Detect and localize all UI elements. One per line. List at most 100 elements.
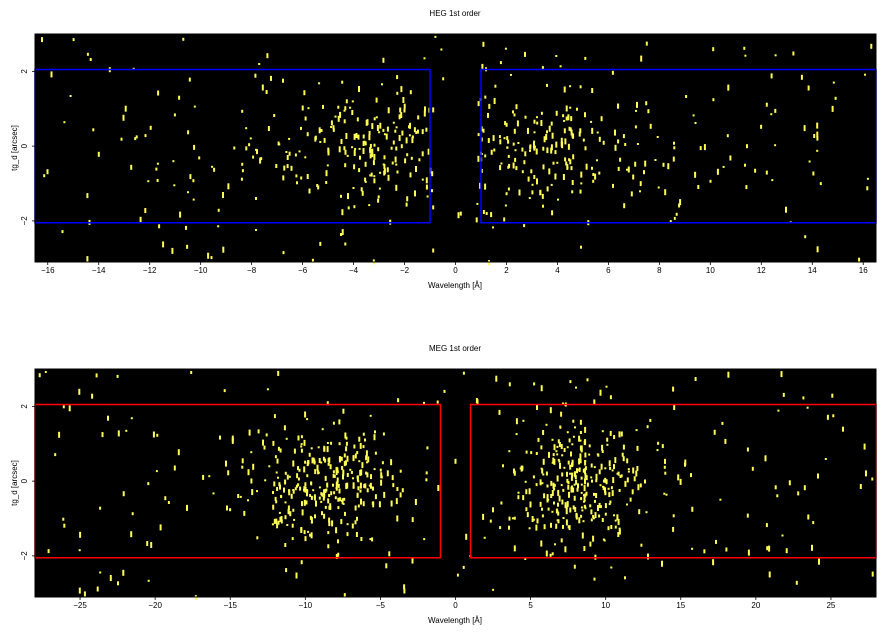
- event-point: [399, 469, 402, 473]
- event-point: [303, 90, 306, 96]
- event-point: [633, 476, 636, 482]
- event-point: [272, 491, 274, 494]
- event-point: [609, 500, 612, 504]
- event-point: [601, 430, 604, 433]
- event-point: [122, 114, 125, 121]
- event-point: [378, 501, 381, 508]
- event-point: [370, 486, 373, 489]
- event-point: [863, 443, 866, 450]
- event-point: [580, 506, 583, 509]
- event-point: [569, 472, 572, 475]
- event-point: [353, 444, 356, 449]
- event-point: [831, 105, 834, 112]
- event-point: [231, 437, 234, 444]
- event-point: [292, 508, 295, 512]
- meg-title: MEG 1st order: [429, 344, 481, 353]
- event-point: [186, 244, 189, 249]
- event-point: [684, 459, 687, 466]
- event-point: [122, 491, 125, 497]
- event-point: [866, 177, 869, 180]
- event-point: [327, 498, 330, 504]
- event-point: [251, 489, 254, 496]
- event-point: [172, 160, 175, 163]
- event-point: [511, 517, 514, 520]
- event-point: [551, 461, 554, 464]
- event-point: [229, 508, 232, 512]
- event-point: [304, 116, 307, 121]
- event-point: [194, 595, 197, 601]
- event-point: [498, 409, 501, 415]
- event-point: [506, 146, 509, 149]
- event-point: [318, 496, 321, 500]
- event-point: [488, 260, 490, 266]
- event-point: [619, 157, 622, 162]
- event-point: [147, 180, 150, 183]
- x-tick-label: 16: [859, 266, 868, 275]
- event-point: [510, 73, 512, 76]
- event-point: [559, 426, 562, 429]
- event-point: [721, 421, 724, 425]
- event-point: [208, 475, 211, 478]
- event-point: [403, 588, 406, 594]
- event-point: [373, 178, 376, 184]
- event-point: [746, 144, 748, 149]
- event-point: [297, 483, 300, 487]
- event-point: [377, 198, 380, 203]
- event-point: [273, 114, 276, 117]
- event-point: [569, 464, 572, 470]
- event-point: [656, 449, 659, 452]
- event-point: [313, 458, 316, 461]
- event-point: [343, 119, 346, 124]
- event-point: [217, 208, 220, 212]
- event-point: [579, 431, 582, 434]
- event-point: [771, 179, 774, 182]
- event-point: [540, 111, 543, 115]
- y-tick-label: 2: [20, 69, 29, 74]
- event-point: [578, 131, 581, 137]
- event-point: [185, 225, 187, 230]
- event-point: [337, 115, 340, 122]
- event-point: [624, 576, 626, 580]
- event-point: [346, 523, 349, 526]
- event-point: [431, 171, 434, 177]
- event-point: [586, 378, 589, 382]
- event-point: [476, 202, 479, 205]
- event-point: [561, 472, 564, 477]
- event-point: [421, 151, 424, 157]
- event-point: [365, 450, 368, 457]
- event-point: [774, 54, 777, 57]
- event-point: [346, 455, 349, 462]
- event-point: [535, 452, 538, 455]
- event-point: [859, 484, 862, 489]
- event-point: [657, 441, 660, 445]
- event-point: [640, 55, 643, 62]
- event-point: [503, 137, 506, 140]
- event-point: [570, 475, 573, 481]
- event-point: [320, 500, 323, 503]
- event-point: [536, 518, 539, 524]
- event-point: [294, 487, 297, 491]
- event-point: [672, 386, 675, 392]
- event-point: [597, 505, 599, 511]
- event-point: [596, 159, 598, 162]
- event-point: [553, 444, 556, 451]
- event-point: [275, 500, 278, 504]
- event-point: [387, 174, 390, 181]
- event-point: [490, 149, 493, 155]
- event-point: [600, 463, 603, 470]
- event-point: [556, 509, 559, 513]
- event-point: [579, 85, 582, 89]
- event-point: [248, 429, 251, 436]
- heg-y-axis: −2 0 2: [20, 69, 35, 225]
- event-point: [580, 245, 582, 249]
- event-point: [549, 553, 552, 557]
- event-point: [765, 102, 768, 107]
- x-tick-label: 15: [676, 601, 685, 610]
- event-point: [124, 105, 127, 112]
- event-point: [373, 434, 376, 441]
- event-point: [359, 469, 362, 476]
- event-point: [540, 540, 543, 547]
- event-point: [567, 481, 570, 484]
- event-point: [329, 506, 332, 510]
- event-point: [634, 161, 637, 167]
